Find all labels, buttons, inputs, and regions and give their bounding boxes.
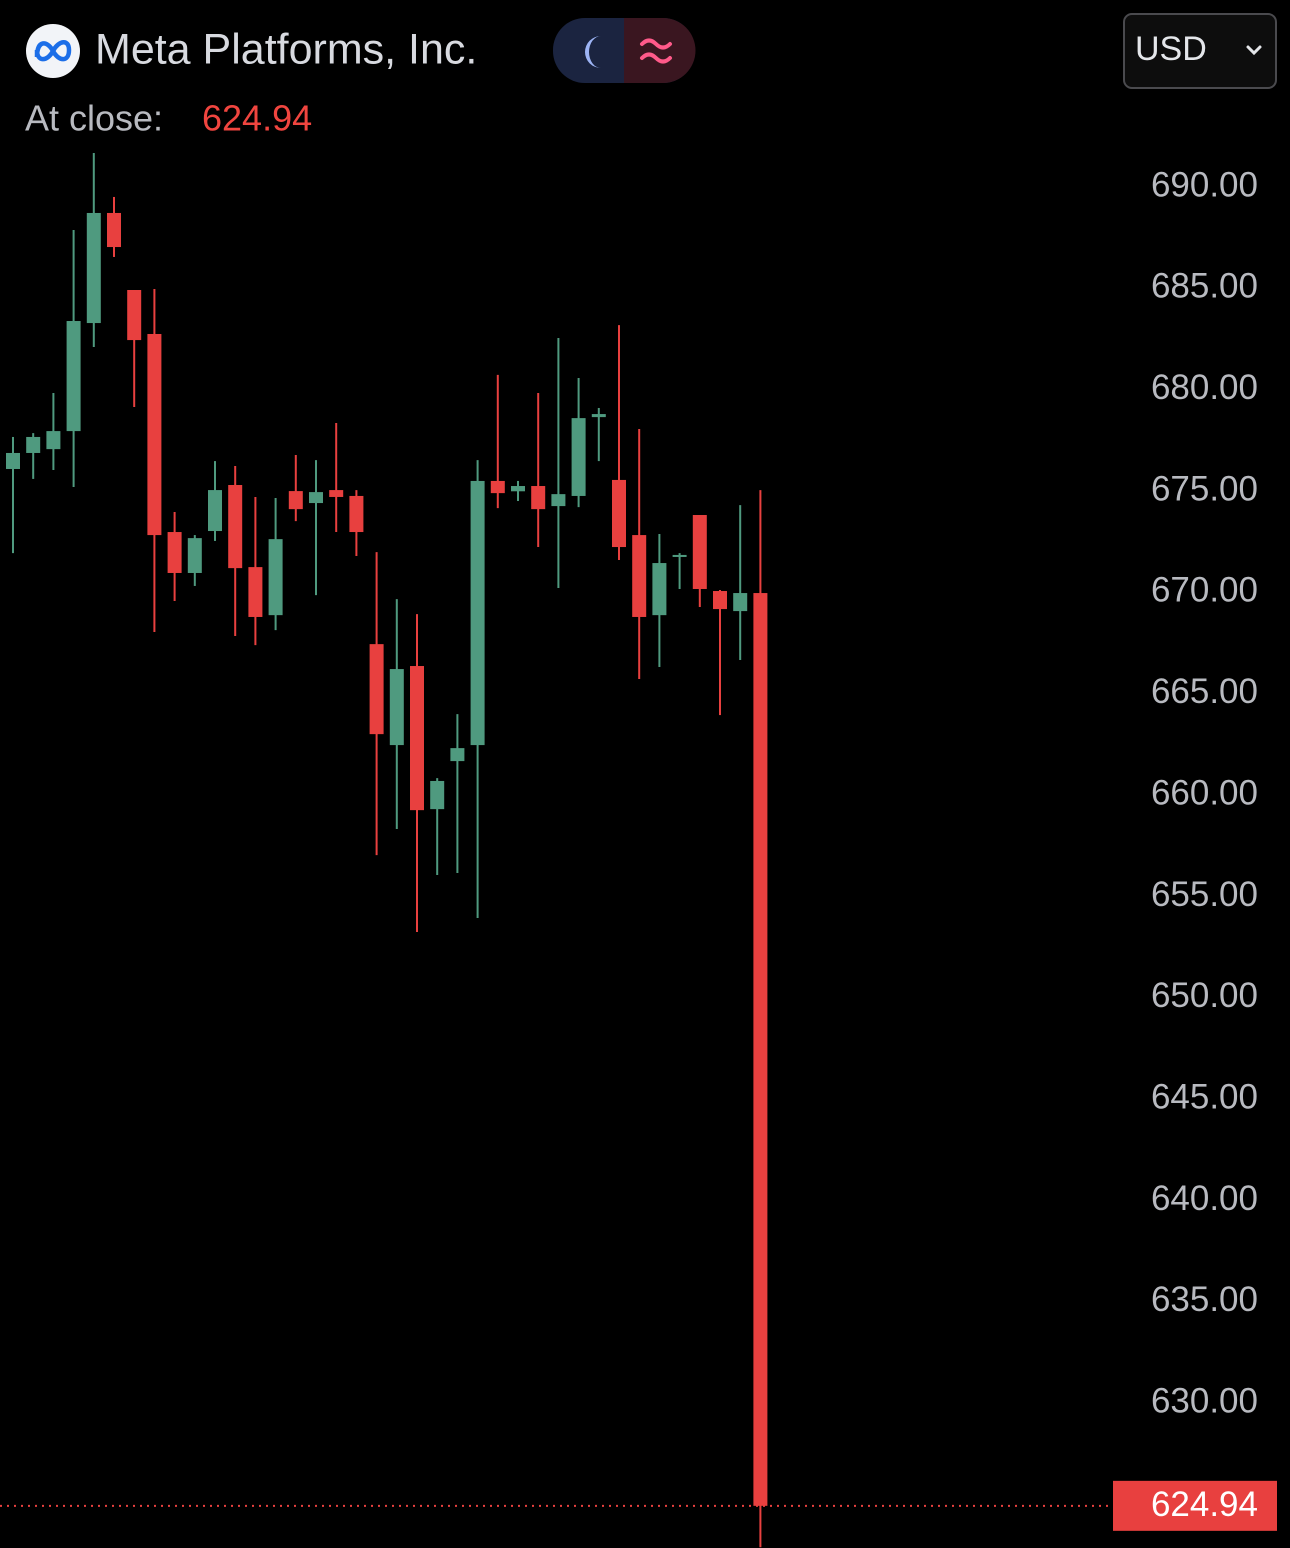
candle-body bbox=[228, 485, 243, 569]
candle-body bbox=[86, 212, 101, 324]
candle-body bbox=[551, 494, 566, 507]
candle-body bbox=[107, 212, 121, 248]
candle-body bbox=[127, 290, 142, 341]
chart-title: Meta Platforms, Inc. bbox=[95, 25, 477, 73]
y-tick-label: 645.00 bbox=[1151, 1077, 1258, 1116]
candle-body bbox=[349, 495, 364, 533]
candle-body bbox=[208, 490, 222, 532]
close-label: At close: bbox=[25, 98, 163, 139]
candle-body bbox=[511, 486, 525, 492]
candle-body bbox=[369, 644, 384, 735]
candle-body bbox=[430, 780, 445, 810]
candle-body bbox=[632, 535, 647, 617]
candle-body bbox=[147, 333, 162, 536]
candle-body bbox=[389, 669, 404, 746]
candle-body bbox=[309, 492, 323, 504]
candle-body bbox=[329, 490, 344, 497]
currency-dropdown[interactable]: USD bbox=[1123, 13, 1277, 89]
candle-body bbox=[672, 554, 687, 557]
close-value: 624.94 bbox=[202, 98, 312, 139]
logo-mark bbox=[34, 40, 72, 62]
candle-body bbox=[167, 532, 182, 573]
candle-body bbox=[490, 480, 505, 494]
candle-body bbox=[733, 593, 748, 612]
currency-label: USD bbox=[1135, 30, 1207, 68]
y-tick-label: 635.00 bbox=[1151, 1280, 1258, 1319]
last-price-label: 624.94 bbox=[1151, 1485, 1258, 1524]
candle-body bbox=[692, 515, 707, 589]
candle-body bbox=[470, 480, 485, 746]
y-tick-label: 630.00 bbox=[1151, 1382, 1258, 1421]
candle-body bbox=[26, 436, 41, 453]
candle-body bbox=[591, 414, 606, 418]
y-tick-label: 650.00 bbox=[1151, 976, 1258, 1015]
candle-body bbox=[66, 321, 81, 432]
candle-body bbox=[571, 418, 586, 496]
theme-toggle[interactable] bbox=[553, 18, 696, 83]
candle-body bbox=[410, 666, 424, 811]
candle-body bbox=[6, 452, 20, 469]
candle-body bbox=[713, 591, 727, 610]
y-tick-label: 655.00 bbox=[1151, 875, 1258, 914]
y-tick-label: 665.00 bbox=[1151, 672, 1258, 711]
candle-body bbox=[652, 563, 667, 616]
y-tick-label: 690.00 bbox=[1151, 165, 1258, 204]
candle-body bbox=[268, 539, 283, 616]
y-tick-label: 685.00 bbox=[1151, 267, 1258, 306]
candle-body bbox=[612, 479, 626, 548]
candle-body bbox=[288, 491, 303, 510]
candle-body bbox=[46, 431, 61, 450]
y-tick-label: 660.00 bbox=[1151, 773, 1258, 812]
candle-body bbox=[450, 748, 465, 762]
candle-body bbox=[753, 593, 768, 1506]
candle-body bbox=[187, 538, 202, 573]
last-price-tag bbox=[1113, 1480, 1277, 1531]
candle-body bbox=[531, 486, 546, 510]
y-tick-label: 640.00 bbox=[1151, 1179, 1258, 1218]
y-tick-label: 675.00 bbox=[1151, 469, 1258, 508]
y-tick-label: 680.00 bbox=[1151, 368, 1258, 407]
y-tick-label: 670.00 bbox=[1151, 571, 1258, 610]
candle-body bbox=[248, 567, 263, 617]
